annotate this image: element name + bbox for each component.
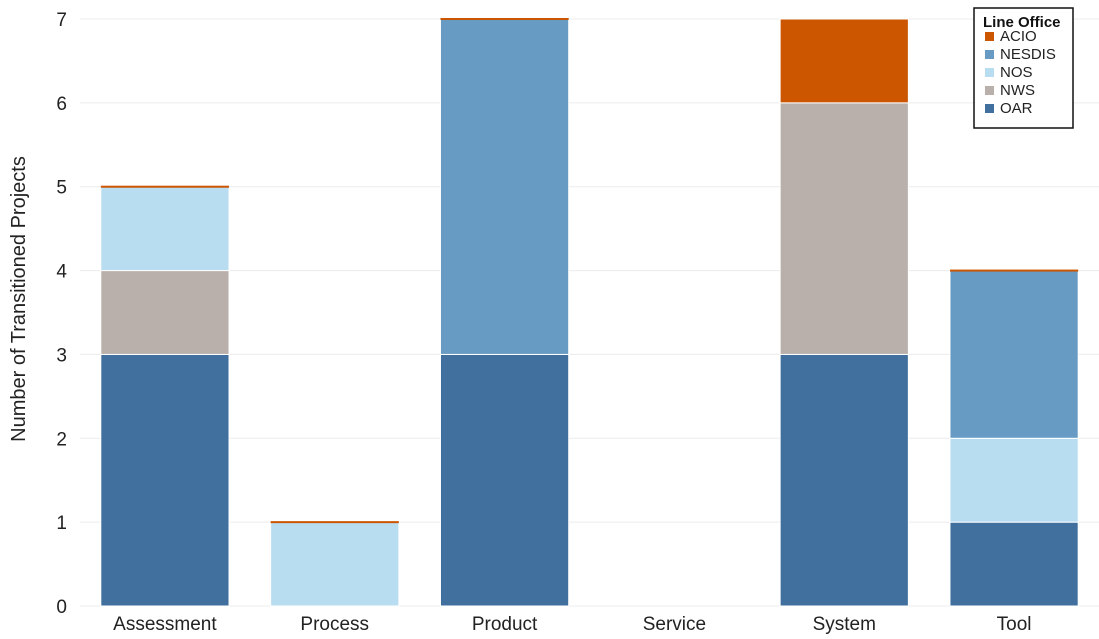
- x-tick-label-tool: Tool: [997, 614, 1032, 635]
- bar-product-oar: [439, 353, 570, 607]
- gridlines: [80, 18, 1099, 607]
- bar-cap-assessment: [100, 185, 230, 188]
- x-tick-label-process: Process: [300, 614, 369, 635]
- bar-cap-tool: [949, 269, 1079, 272]
- bar-assessment-oar: [100, 353, 230, 607]
- x-tick-label-service: Service: [643, 614, 706, 635]
- bar-assessment-nws: [100, 270, 230, 355]
- y-tick-label: 2: [56, 429, 67, 450]
- legend-label-nesdis: NESDIS: [1000, 46, 1056, 63]
- bar-process-nos: [270, 521, 400, 607]
- x-tick-label-assessment: Assessment: [113, 614, 217, 635]
- legend-swatch-nesdis: [985, 50, 994, 59]
- bar-cap-process: [270, 521, 399, 524]
- y-axis-label: Number of Transitioned Projects: [8, 156, 30, 442]
- y-tick-label: 4: [56, 262, 67, 283]
- legend-label-acio: ACIO: [1000, 28, 1037, 45]
- bar-system-acio: [779, 18, 909, 104]
- legend-swatch-nws: [985, 86, 994, 95]
- y-tick-label: 5: [56, 178, 67, 199]
- bar-system-oar: [779, 353, 909, 607]
- x-tick-label-system: System: [813, 614, 876, 635]
- bar-tool-nos: [949, 437, 1079, 523]
- bar-product-nesdis: [439, 18, 570, 355]
- y-tick-label: 1: [56, 513, 67, 534]
- bar-system-nws: [779, 102, 909, 355]
- bar-tool-nesdis: [949, 270, 1079, 439]
- legend-swatch-oar: [985, 104, 994, 113]
- y-tick-label: 3: [56, 345, 67, 366]
- x-tick-label-product: Product: [472, 614, 538, 635]
- bar-assessment-nos: [100, 186, 230, 272]
- legend-label-nws: NWS: [1000, 82, 1035, 99]
- bar-cap-product: [440, 18, 569, 20]
- y-tick-label: 7: [56, 10, 67, 31]
- bars: [100, 18, 1079, 607]
- x-axis-ticks: Assessment Process Product Service System Too…: [113, 614, 1031, 635]
- legend-title: Line Office: [983, 14, 1061, 31]
- legend-label-nos: NOS: [1000, 64, 1033, 81]
- legend-swatch-nos: [985, 68, 994, 77]
- legend-label-oar: OAR: [1000, 100, 1033, 117]
- y-tick-label: 6: [56, 94, 67, 115]
- legend-swatch-acio: [985, 32, 994, 41]
- y-tick-label: 0: [56, 597, 67, 618]
- y-axis-ticks: 0 1 2 3 4 5 6 7: [56, 10, 67, 618]
- bar-tool-oar: [949, 521, 1079, 607]
